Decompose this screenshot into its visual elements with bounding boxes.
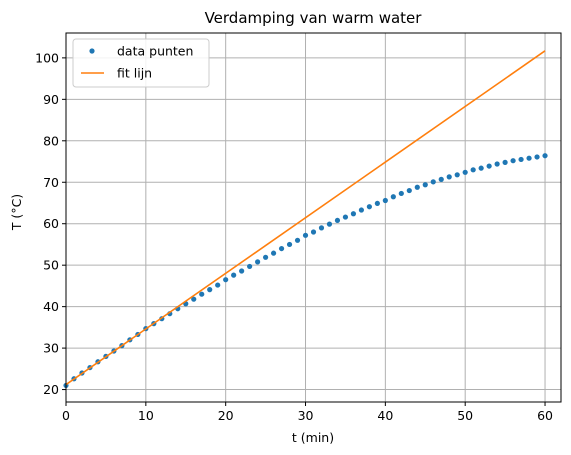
x-tick-label: 30 xyxy=(298,408,314,423)
data-point xyxy=(422,182,428,188)
data-point xyxy=(318,225,325,231)
y-tick-label: 60 xyxy=(43,216,59,231)
data-point xyxy=(534,154,540,160)
data-point xyxy=(478,165,484,171)
data-point xyxy=(502,159,508,165)
data-point xyxy=(255,259,261,265)
legend-label: data punten xyxy=(117,44,193,59)
data-point xyxy=(542,153,548,159)
data-point xyxy=(262,254,269,260)
data-point xyxy=(518,156,524,163)
data-point xyxy=(350,211,357,217)
ticks: 0 10 20 30 40 50 60 20 30 40 50 60 70 80 90 100 xyxy=(35,50,553,423)
data-point xyxy=(430,179,436,185)
data-point xyxy=(294,237,301,243)
data-point xyxy=(215,282,221,288)
x-tick-label: 10 xyxy=(138,408,154,423)
data-point xyxy=(390,194,396,200)
grid xyxy=(65,33,561,402)
data-point xyxy=(438,176,444,182)
data-point xyxy=(414,184,420,190)
x-tick-label: 60 xyxy=(537,408,553,423)
data-point xyxy=(310,229,317,235)
data-point xyxy=(462,169,468,175)
data-point xyxy=(334,217,341,224)
x-tick-label: 40 xyxy=(377,408,393,423)
data-point xyxy=(446,174,452,180)
legend: data punten fit lijn xyxy=(72,38,210,88)
x-tick-label: 20 xyxy=(218,408,234,423)
data-point xyxy=(286,241,293,248)
y-tick-label: 90 xyxy=(43,92,59,107)
data-point xyxy=(223,277,229,283)
x-axis-title: t (min) xyxy=(292,430,334,445)
data-point xyxy=(382,197,388,204)
chart-title: Verdamping van warm water xyxy=(205,9,423,27)
legend-point-swatch xyxy=(89,48,95,54)
y-tick-label: 50 xyxy=(43,258,59,273)
data-point xyxy=(270,250,277,256)
data-point xyxy=(454,172,460,178)
y-tick-label: 20 xyxy=(43,382,59,397)
plot-frame xyxy=(65,32,562,403)
data-point xyxy=(510,158,516,164)
data-point xyxy=(358,207,365,213)
fit-line xyxy=(65,50,546,386)
data-point xyxy=(326,221,333,227)
data-point xyxy=(342,214,349,220)
data-point xyxy=(247,263,253,270)
data-point xyxy=(366,204,372,210)
data-point xyxy=(302,232,309,238)
data-point xyxy=(486,163,492,169)
data-point xyxy=(406,187,412,194)
data-point xyxy=(494,161,500,167)
legend-label: fit lijn xyxy=(117,66,152,81)
data-point xyxy=(398,190,404,197)
y-tick-label: 30 xyxy=(43,341,59,356)
x-tick-label: 0 xyxy=(62,408,70,423)
y-axis-title: T (°C) xyxy=(9,194,24,231)
data-point xyxy=(231,272,237,278)
data-point xyxy=(207,287,213,293)
data-point xyxy=(191,296,197,302)
y-tick-label: 100 xyxy=(35,50,59,65)
y-tick-label: 80 xyxy=(43,133,59,148)
y-tick-label: 70 xyxy=(43,175,59,190)
x-tick-label: 50 xyxy=(457,408,473,423)
y-tick-label: 40 xyxy=(43,299,59,314)
legend-box xyxy=(72,38,210,88)
data-point xyxy=(526,155,532,161)
series-layer xyxy=(63,50,548,389)
data-point xyxy=(470,167,476,173)
data-point xyxy=(199,291,205,297)
data-point xyxy=(239,268,245,274)
data-point xyxy=(278,245,285,252)
data-point xyxy=(374,200,380,207)
